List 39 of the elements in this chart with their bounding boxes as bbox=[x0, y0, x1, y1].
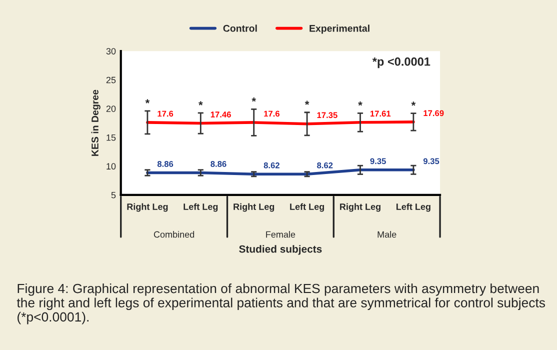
text: Combined bbox=[154, 231, 194, 238]
data-label: 8.62 bbox=[264, 162, 280, 168]
y-tick-label: 15 bbox=[106, 134, 116, 141]
x-tick-label: Left Leg bbox=[184, 203, 218, 212]
data-label: 17.35 bbox=[317, 112, 338, 118]
y-axis-title: KES in Degree bbox=[91, 90, 100, 156]
annotation: * bbox=[411, 102, 416, 106]
data-label: 8.86 bbox=[157, 161, 174, 167]
data-label: 17.6 bbox=[264, 110, 280, 117]
annotation: * bbox=[304, 100, 310, 105]
y-tick-label: 5 bbox=[111, 192, 116, 198]
text: Female bbox=[266, 231, 296, 238]
x-tick-label: Right Leg bbox=[234, 203, 274, 212]
x-tick-label: Left Leg bbox=[396, 203, 430, 212]
x-tick-label: Left Leg bbox=[290, 203, 324, 212]
legend-label: Control bbox=[223, 24, 257, 32]
y-tick-label: 10 bbox=[106, 163, 116, 170]
annotation: * bbox=[198, 101, 203, 106]
annotation: * bbox=[145, 99, 150, 104]
annotation: * bbox=[252, 98, 256, 102]
text: Male bbox=[378, 231, 396, 238]
data-label: 17.6 bbox=[158, 110, 174, 117]
y-tick-label: 25 bbox=[106, 76, 116, 84]
legend-label: Experimental bbox=[310, 24, 370, 34]
y-tick-label: 30 bbox=[106, 48, 116, 54]
data-label: 17.69 bbox=[424, 110, 444, 116]
caption: Figure 4: Graphical representation of abnormal KES parameters with asymmetry between the right and left legs of experimental patients and that are symmetrical for control subjects (*p<0.0001). bbox=[16, 284, 546, 324]
data-label: 8.62 bbox=[317, 162, 333, 168]
data-label: 8.86 bbox=[210, 161, 226, 167]
data-label: 9.35 bbox=[370, 158, 386, 164]
x-axis-title: Studied subjects bbox=[239, 245, 322, 255]
x-tick-label: Right Leg bbox=[127, 203, 168, 212]
data-label: 17.61 bbox=[370, 110, 391, 117]
annotation: * bbox=[358, 102, 362, 106]
data-label: 9.35 bbox=[423, 158, 440, 164]
annotation: *p <0.0001 bbox=[372, 57, 430, 68]
data-label: 17.46 bbox=[210, 112, 231, 118]
x-tick-label: Right Leg bbox=[340, 203, 380, 212]
y-tick-label: 20 bbox=[106, 106, 116, 112]
